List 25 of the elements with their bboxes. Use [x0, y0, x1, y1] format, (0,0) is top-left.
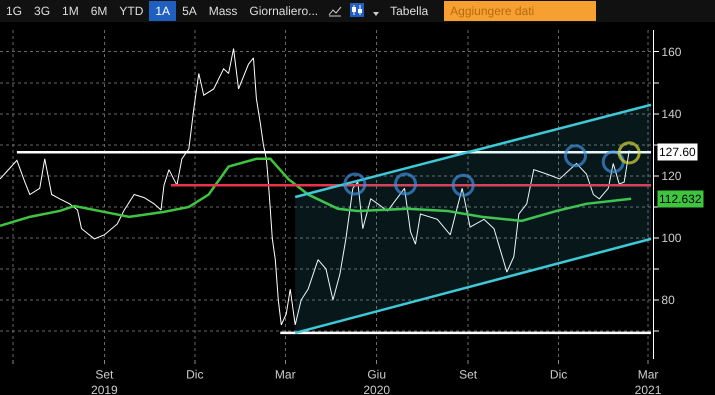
text: Giornaliero...	[248, 3, 320, 20]
x-tick-label: Giu 2020	[363, 367, 390, 395]
text: 6M	[90, 3, 108, 20]
x-tick-label: Mar 2021	[634, 367, 662, 395]
text: 127.60	[659, 145, 696, 159]
x-tick-label: Dic	[186, 367, 204, 382]
text: 3G	[33, 3, 52, 20]
x-tick-label: Mar	[274, 367, 296, 382]
x-tick-label: Set	[459, 367, 478, 382]
text: 112.632	[659, 192, 702, 206]
text: Mass	[208, 3, 238, 20]
text: 1M	[61, 3, 80, 20]
text: 1A	[149, 1, 176, 21]
text: Aggiungere dati	[444, 1, 596, 21]
text: 5A	[181, 3, 198, 20]
text: Tabella	[389, 3, 430, 20]
y-tick-label: 100	[661, 231, 682, 246]
x-tick-label: Set 2019	[91, 367, 118, 395]
y-tick-label: 120	[661, 169, 682, 184]
x-tick-label: Dic	[550, 367, 568, 382]
y-tick-label: 80	[661, 293, 676, 308]
y-tick-label: 140	[661, 107, 682, 121]
text: YTD	[118, 3, 144, 20]
text: 1G	[5, 3, 24, 20]
y-tick-label: 160	[661, 44, 682, 59]
